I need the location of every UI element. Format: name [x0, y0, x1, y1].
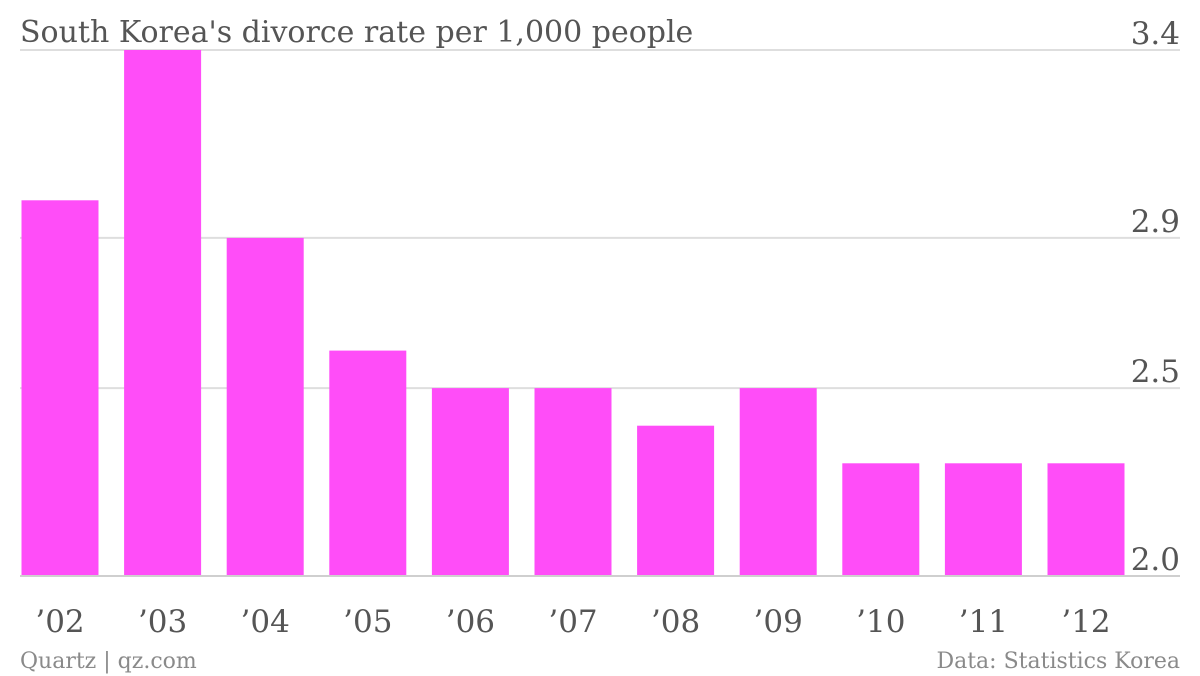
x-category-label: ’08 [651, 604, 700, 640]
bar [21, 200, 99, 577]
x-category-label: ’12 [1061, 604, 1110, 640]
x-category-label: ’09 [754, 604, 803, 640]
chart-title: South Korea's divorce rate per 1,000 peo… [20, 15, 693, 50]
bar [842, 463, 920, 576]
bar [124, 50, 202, 576]
bar [637, 425, 715, 576]
bar [739, 388, 817, 576]
x-category-label: ’05 [343, 604, 392, 640]
bar [534, 388, 612, 576]
y-tick-label: 2.0 [1131, 542, 1180, 578]
x-axis-category-labels: ’02 ’03 ’04 ’05 ’06 ’07 ’08 ’09 ’10 ’11 ’12 [35, 604, 1110, 640]
x-category-label: ’10 [856, 604, 905, 640]
y-axis-tick-labels: 2.0 2.5 2.9 3.4 [1131, 16, 1180, 578]
x-category-label: ’02 [35, 604, 84, 640]
x-category-label: ’07 [548, 604, 597, 640]
x-category-label: ’06 [446, 604, 495, 640]
y-tick-label: 2.9 [1131, 204, 1180, 240]
y-tick-label: 2.5 [1131, 354, 1180, 390]
x-category-label: ’03 [138, 604, 187, 640]
source-credit: Quartz | qz.com [20, 649, 197, 674]
bar [431, 388, 509, 576]
bar [329, 350, 407, 576]
data-source: Data: Statistics Korea [936, 649, 1180, 674]
bars [21, 50, 1125, 577]
x-category-label: ’04 [241, 604, 290, 640]
x-category-label: ’11 [959, 604, 1008, 640]
bar [944, 463, 1022, 576]
bar [226, 237, 304, 576]
bar [1047, 463, 1125, 576]
y-tick-label: 3.4 [1131, 16, 1180, 52]
